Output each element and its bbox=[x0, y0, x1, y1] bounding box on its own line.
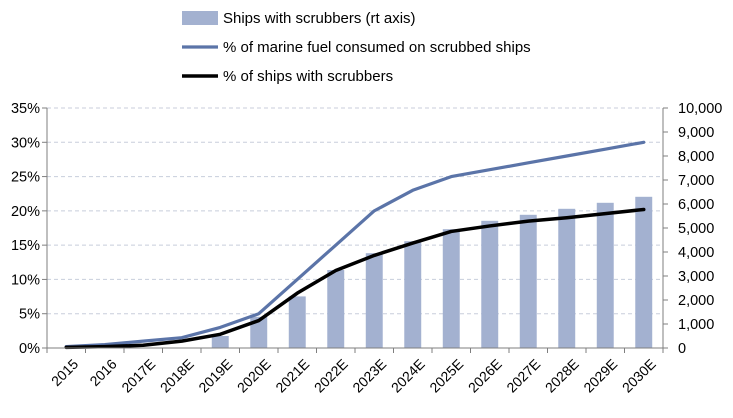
legend: Ships with scrubbers (rt axis) % of marin… bbox=[182, 10, 531, 85]
bar bbox=[288, 296, 306, 348]
x-tick-label: 2019E bbox=[195, 356, 235, 396]
right-tick-label: 2,000 bbox=[678, 293, 714, 309]
x-tick-label: 2023E bbox=[349, 356, 389, 396]
legend-label: Ships with scrubbers (rt axis) bbox=[223, 10, 416, 27]
right-tick-label: 8,000 bbox=[678, 149, 714, 165]
legend-label: % of marine fuel consumed on scrubbed sh… bbox=[223, 39, 531, 56]
x-tick-label: 2018E bbox=[157, 356, 197, 396]
x-tick-label: 2016 bbox=[86, 356, 119, 389]
legend-swatch bbox=[182, 11, 218, 25]
bar bbox=[481, 220, 499, 348]
x-tick-label: 2015 bbox=[48, 356, 81, 389]
x-tick-label: 2030E bbox=[619, 356, 659, 396]
bar bbox=[635, 196, 653, 348]
legend-label: % of ships with scrubbers bbox=[223, 68, 393, 85]
right-tick-label: 3,000 bbox=[678, 269, 714, 285]
right-tick-label: 9,000 bbox=[678, 125, 714, 141]
x-tick-label: 2021E bbox=[272, 356, 312, 396]
x-tick-label: 2025E bbox=[426, 356, 466, 396]
x-tick-label: 2024E bbox=[388, 356, 428, 396]
left-tick-label: 0% bbox=[19, 341, 40, 357]
x-tick-label: 2026E bbox=[465, 356, 505, 396]
bar-series bbox=[211, 196, 653, 348]
x-tick-label: 2022E bbox=[311, 356, 351, 396]
left-tick-label: 5% bbox=[19, 307, 40, 323]
bar bbox=[211, 336, 229, 348]
bar bbox=[519, 214, 537, 348]
left-tick-label: 15% bbox=[11, 238, 40, 254]
bar bbox=[404, 241, 422, 348]
bar bbox=[365, 253, 383, 348]
right-tick-label: 5,000 bbox=[678, 221, 714, 237]
right-tick-label: 1,000 bbox=[678, 317, 714, 333]
axes: 0% 5% 10% 15% 20% 25% 30% 35% 0 1,000 2,000 3,000 4,… bbox=[11, 101, 722, 396]
bar bbox=[327, 270, 345, 348]
x-tick-label: 2027E bbox=[503, 356, 543, 396]
bar bbox=[558, 208, 576, 348]
right-tick-label: 4,000 bbox=[678, 245, 714, 261]
right-tick-label: 0 bbox=[678, 341, 686, 357]
x-tick-label: 2028E bbox=[542, 356, 582, 396]
left-tick-label: 20% bbox=[11, 204, 40, 220]
line-series bbox=[64, 140, 646, 350]
left-tick-label: 35% bbox=[11, 101, 40, 117]
left-tick-label: 30% bbox=[11, 135, 40, 151]
ships-with-scrubbers-line bbox=[64, 207, 646, 350]
x-tick-label: 2017E bbox=[118, 356, 158, 396]
left-tick-label: 10% bbox=[11, 272, 40, 288]
bar bbox=[442, 229, 460, 348]
marine-fuel-line bbox=[64, 140, 646, 349]
right-tick-label: 10,000 bbox=[678, 101, 722, 117]
x-tick-label: 2020E bbox=[234, 356, 274, 396]
left-tick-label: 25% bbox=[11, 170, 40, 186]
right-tick-label: 6,000 bbox=[678, 197, 714, 213]
right-tick-label: 7,000 bbox=[678, 173, 714, 189]
bar bbox=[596, 202, 614, 348]
bar bbox=[250, 316, 268, 348]
x-tick-label: 2029E bbox=[580, 356, 620, 396]
